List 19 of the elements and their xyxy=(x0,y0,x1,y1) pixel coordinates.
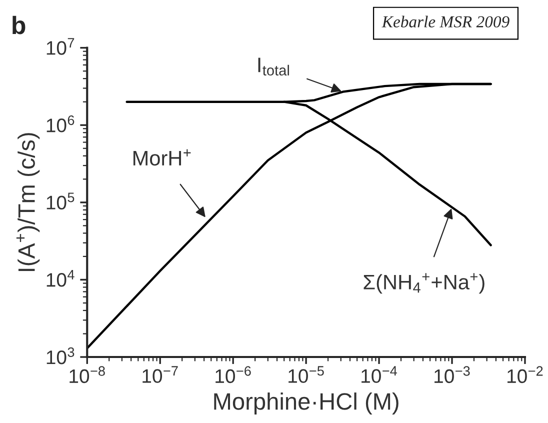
x-tick-label: 10$^{−4}$ xyxy=(362,366,398,383)
y-tick-label: 10$^{5}$ xyxy=(46,192,74,210)
annotation: MorH$^{+}$ xyxy=(133,149,191,166)
x-tick-label: 10$^{−3}$ xyxy=(434,366,470,384)
text: b xyxy=(12,16,26,34)
y-axis-title: I(A$^{+}$)/Tm (c/s) xyxy=(16,133,40,272)
x-axis-title: Morphine·HCl (M) xyxy=(214,392,398,415)
y-tick-label: 10$^{3}$ xyxy=(46,347,74,364)
x-tick-label: 10$^{−2}$ xyxy=(508,366,543,384)
x-tick-label: 10$^{−8}$ xyxy=(70,366,105,384)
y-tick-label: 10$^{7}$ xyxy=(46,38,74,55)
x-tick-label: 10$^{−6}$ xyxy=(216,366,251,384)
text: Kebarle MSR 2009 xyxy=(382,16,510,28)
annotation: I$_{total}$ xyxy=(258,58,289,76)
y-tick-label: 10$^{4}$ xyxy=(46,270,74,287)
x-tick-label: 10$^{−7}$ xyxy=(142,366,178,383)
y-tick-label: 10$^{6}$ xyxy=(46,115,74,132)
annotation: Σ(NH$_{4}$$^{+}$+Na$^{+}$) xyxy=(364,273,484,294)
x-tick-label: 10$^{−5}$ xyxy=(288,366,324,383)
